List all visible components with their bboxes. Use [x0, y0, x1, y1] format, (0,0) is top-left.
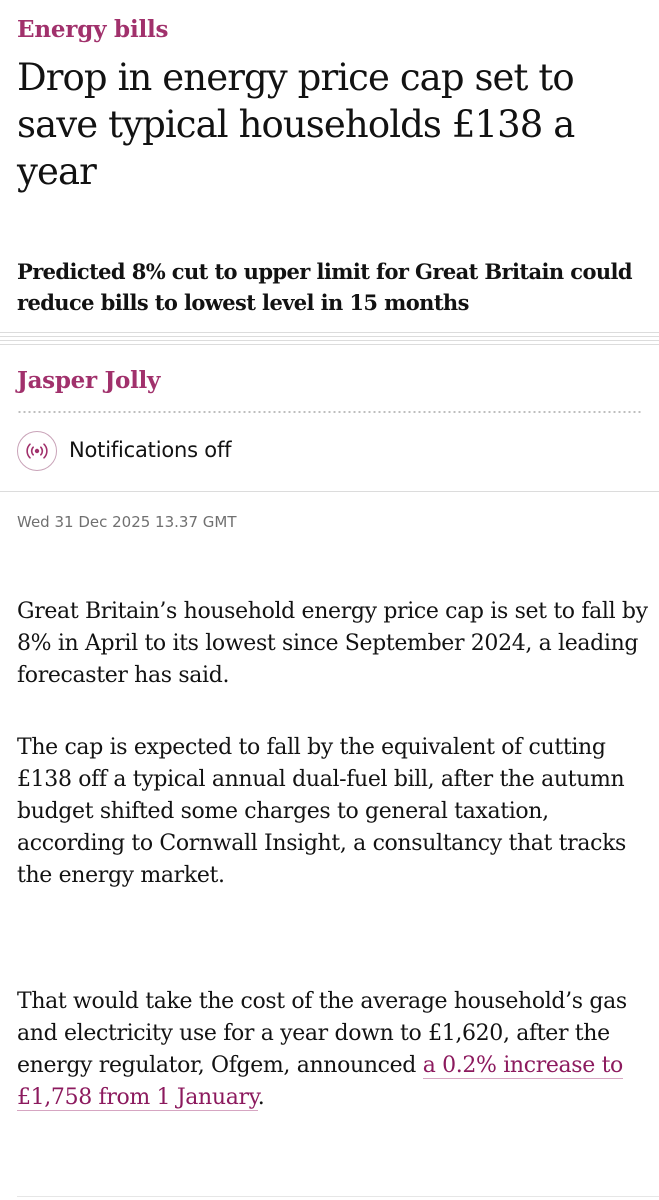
notifications-toggle-button[interactable]: [17, 431, 57, 471]
divider: [17, 1196, 659, 1197]
author-byline[interactable]: Jasper Jolly: [17, 367, 161, 394]
body-paragraph: The cap is expected to fall by the equiv…: [17, 735, 626, 888]
standfirst: Predicted 8% cut to upper limit for Grea…: [17, 259, 633, 315]
dotted-divider: [17, 411, 642, 413]
inline-link[interactable]: a 0.2% increase to £1,758 from 1 January: [17, 1053, 623, 1111]
section-tag[interactable]: Energy bills: [17, 16, 169, 43]
divider: [0, 332, 659, 345]
headline: Drop in energy price cap set to save typ…: [17, 56, 575, 193]
body-paragraph: Great Britain’s household energy price c…: [17, 599, 648, 688]
broadcast-icon: [26, 443, 48, 459]
body-paragraph: That would take the cost of the average …: [17, 986, 653, 1114]
divider: [0, 491, 659, 492]
paragraph-text: That would take the cost of the average …: [17, 989, 627, 1078]
paragraph-text: .: [257, 1085, 265, 1110]
notifications-label[interactable]: Notifications off: [69, 438, 232, 462]
publish-date: Wed 31 Dec 2025 13.37 GMT: [17, 513, 237, 531]
